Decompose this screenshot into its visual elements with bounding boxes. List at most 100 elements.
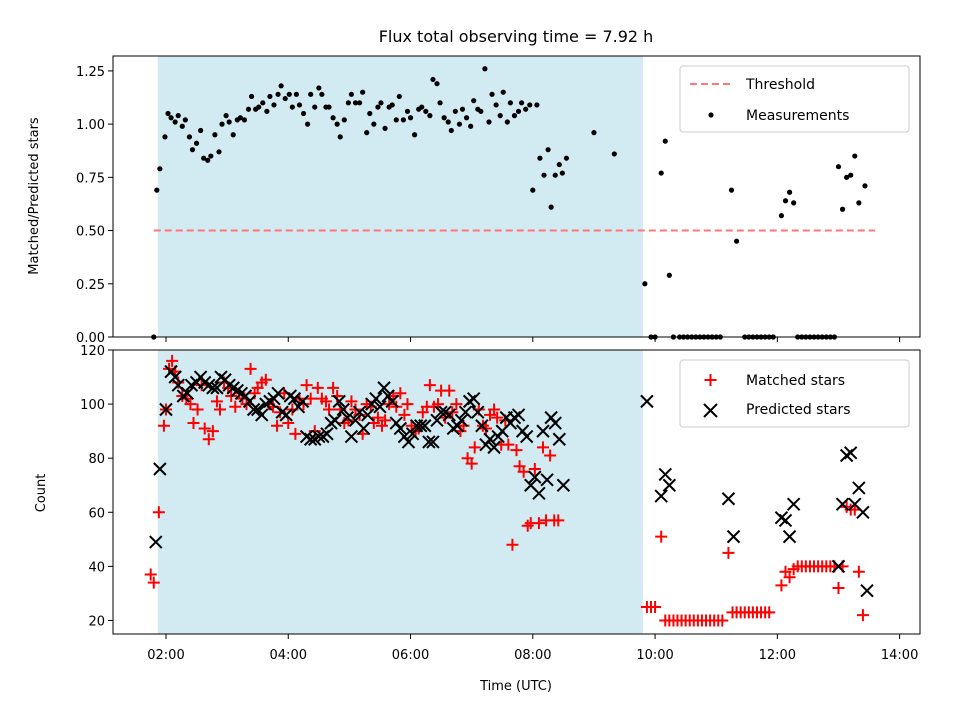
measurement-point bbox=[518, 100, 525, 106]
measurement-point bbox=[300, 110, 307, 117]
measurement-point bbox=[662, 138, 668, 144]
measurement-point bbox=[452, 108, 458, 114]
measurement-point bbox=[489, 91, 495, 97]
predicted-star-point bbox=[654, 489, 668, 503]
measurement-point bbox=[430, 76, 436, 83]
y-tick-label: 120 bbox=[80, 344, 105, 359]
measurement-point bbox=[559, 170, 565, 176]
legend-measurements-label: Measurements bbox=[746, 108, 849, 124]
matched-star-point bbox=[327, 381, 340, 394]
predicted-star-point bbox=[483, 432, 497, 446]
predicted-star-point bbox=[369, 391, 383, 406]
predicted-star-point bbox=[662, 478, 677, 492]
measurement-point bbox=[208, 153, 214, 159]
measurement-point bbox=[400, 117, 406, 123]
y-tick-label: 0.00 bbox=[76, 331, 105, 346]
predicted-star-point bbox=[454, 413, 469, 428]
measurement-point bbox=[486, 119, 492, 125]
y-tick-label: 0.25 bbox=[76, 278, 105, 293]
measurement-point bbox=[511, 113, 518, 119]
predicted-star-point bbox=[168, 370, 182, 384]
bottom-legend: Matched stars Predicted stars bbox=[679, 359, 910, 428]
predicted-star-point bbox=[860, 584, 874, 598]
predicted-star-point bbox=[487, 440, 501, 455]
measurement-point bbox=[360, 89, 366, 95]
measurement-point bbox=[267, 93, 273, 100]
measurement-point bbox=[319, 91, 325, 97]
measurement-point bbox=[534, 102, 540, 108]
predicted-star-point bbox=[536, 424, 550, 438]
measurement-point bbox=[334, 121, 340, 127]
measurement-point bbox=[364, 130, 370, 136]
measurement-point bbox=[504, 119, 510, 125]
measurement-point bbox=[212, 132, 218, 138]
predicted-star-point bbox=[528, 470, 542, 484]
measurement-point bbox=[482, 66, 488, 72]
predicted-star-point bbox=[726, 529, 741, 544]
measurement-point bbox=[611, 151, 617, 157]
predicted-star-point bbox=[658, 467, 672, 482]
predicted-star-point bbox=[471, 405, 485, 419]
matched-star-point bbox=[259, 373, 272, 386]
measurement-point bbox=[264, 108, 270, 114]
measurement-point bbox=[154, 187, 160, 193]
legend-matched-swatch bbox=[704, 374, 717, 386]
predicted-star-point bbox=[295, 394, 310, 409]
measurement-point bbox=[478, 108, 484, 114]
measurement-point bbox=[198, 127, 204, 134]
matched-star-point bbox=[379, 414, 392, 427]
predicted-star-points bbox=[149, 364, 874, 598]
matched-star-point bbox=[488, 403, 501, 416]
top-y-axis-label: Matched/Predicted stars bbox=[27, 117, 42, 275]
matched-star-point bbox=[552, 514, 565, 527]
x-tick-label: 12:00 bbox=[759, 648, 796, 663]
y-tick-label: 40 bbox=[88, 560, 105, 575]
bottom-legend-box bbox=[679, 359, 910, 428]
measurement-point bbox=[245, 106, 252, 112]
matched-star-point bbox=[229, 400, 242, 413]
measurement-point bbox=[500, 89, 506, 95]
measurement-point bbox=[523, 106, 529, 112]
matched-star-point bbox=[319, 395, 332, 408]
predicted-star-point bbox=[426, 435, 440, 449]
measurement-point bbox=[345, 100, 351, 106]
legend-measurements-swatch bbox=[708, 112, 714, 118]
measurement-point bbox=[419, 104, 425, 110]
predicted-star-point bbox=[640, 394, 654, 409]
matched-star-point bbox=[289, 427, 302, 440]
legend-predicted-label: Predicted stars bbox=[746, 402, 851, 418]
matched-star-point bbox=[450, 398, 463, 411]
measurement-point bbox=[844, 174, 850, 180]
measurement-point bbox=[341, 117, 347, 123]
measurement-point bbox=[393, 117, 399, 123]
measurement-point bbox=[786, 189, 793, 195]
predicted-star-point bbox=[458, 405, 473, 419]
x-tick-label: 10:00 bbox=[636, 648, 673, 663]
matched-star-point bbox=[304, 392, 317, 405]
measurement-point bbox=[658, 170, 664, 176]
measurement-point bbox=[507, 100, 513, 106]
predicted-star-point bbox=[153, 462, 167, 476]
matched-star-point bbox=[184, 398, 197, 411]
measurement-point bbox=[248, 93, 255, 100]
matched-star-point bbox=[244, 362, 257, 375]
measurement-point bbox=[179, 123, 185, 129]
matched-star-point bbox=[502, 438, 515, 451]
matched-star-point bbox=[722, 546, 735, 559]
predicted-star-point bbox=[352, 405, 367, 419]
predicted-star-point bbox=[312, 429, 326, 444]
predicted-star-point bbox=[540, 473, 554, 487]
measurement-point bbox=[175, 113, 181, 119]
measurement-point bbox=[289, 104, 295, 110]
matched-star-point bbox=[311, 381, 324, 394]
predicted-star-point bbox=[844, 446, 858, 460]
measurement-point bbox=[437, 100, 443, 106]
matched-star-point bbox=[206, 425, 219, 438]
matched-star-point bbox=[443, 384, 456, 397]
measurement-point bbox=[782, 198, 789, 204]
matched-star-point bbox=[783, 571, 796, 584]
measurement-point bbox=[205, 157, 211, 163]
matched-star-point bbox=[394, 387, 407, 400]
measurement-point bbox=[337, 134, 343, 140]
matched-star-point bbox=[371, 411, 384, 424]
